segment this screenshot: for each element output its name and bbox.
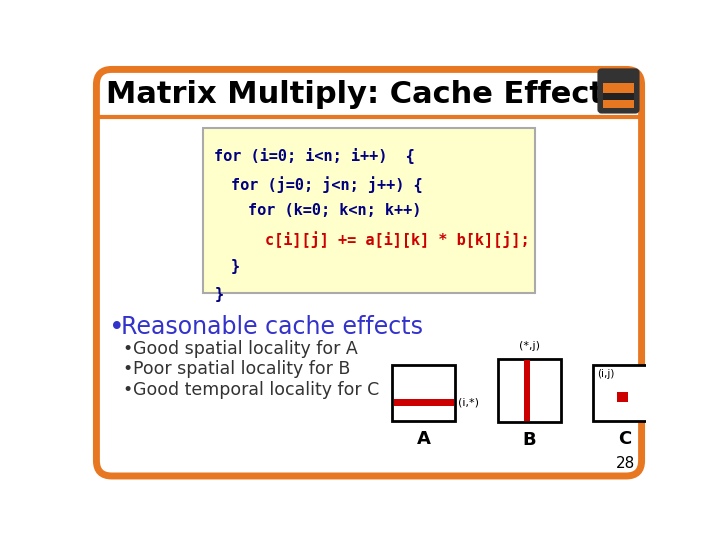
Text: Matrix Multiply: Cache Effects: Matrix Multiply: Cache Effects (106, 79, 622, 109)
Text: B: B (522, 431, 536, 449)
Text: •: • (122, 381, 133, 399)
Text: (*,j): (*,j) (518, 341, 540, 351)
Text: Good spatial locality for A: Good spatial locality for A (133, 340, 358, 357)
Text: (i,*): (i,*) (457, 397, 479, 408)
Text: •: • (122, 361, 133, 379)
Text: 28: 28 (616, 456, 636, 471)
Text: Good temporal locality for C: Good temporal locality for C (133, 381, 379, 399)
Bar (392, 365, 455, 421)
FancyBboxPatch shape (598, 70, 639, 112)
Text: •: • (122, 340, 133, 357)
Bar (617, 392, 628, 402)
Bar (394, 400, 454, 407)
Text: C: C (618, 430, 631, 448)
Text: Poor spatial locality for B: Poor spatial locality for B (133, 361, 351, 379)
Text: for (k=0; k<n; k++): for (k=0; k<n; k++) (248, 204, 421, 218)
FancyBboxPatch shape (603, 83, 634, 108)
Text: for (i=0; i<n; i++)  {: for (i=0; i<n; i++) { (215, 148, 415, 164)
Text: (i,j): (i,j) (597, 369, 614, 379)
Bar (204, 128, 534, 294)
FancyBboxPatch shape (96, 70, 642, 476)
Bar (603, 92, 634, 100)
Bar (498, 359, 561, 422)
Text: }: } (231, 259, 240, 274)
Text: Reasonable cache effects: Reasonable cache effects (121, 315, 423, 339)
Text: for (j=0; j<n; j++) {: for (j=0; j<n; j++) { (231, 176, 423, 193)
Text: c[i][j] += a[i][k] * b[k][j];: c[i][j] += a[i][k] * b[k][j]; (265, 231, 530, 248)
Text: }: } (215, 287, 223, 301)
Bar (524, 361, 530, 421)
Text: •: • (109, 315, 125, 341)
Text: A: A (417, 430, 431, 448)
Bar (593, 365, 656, 421)
